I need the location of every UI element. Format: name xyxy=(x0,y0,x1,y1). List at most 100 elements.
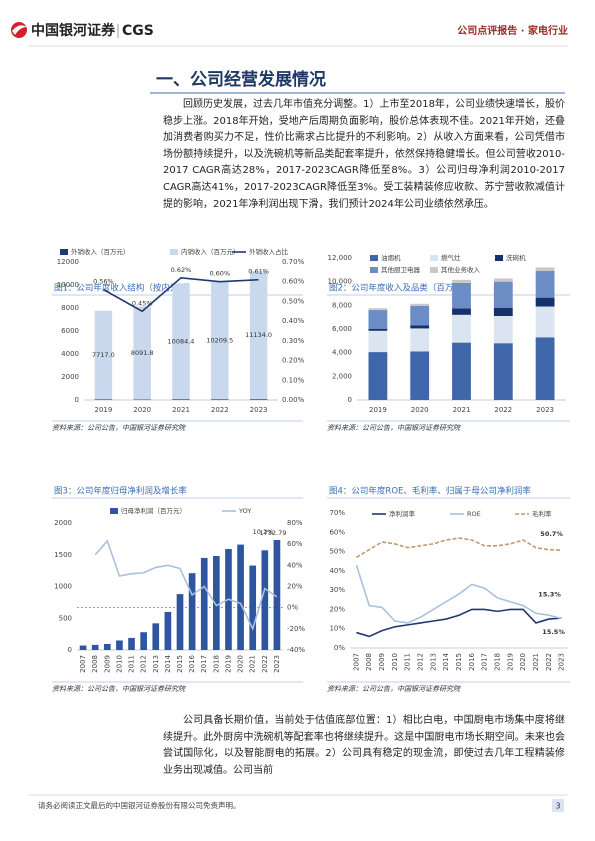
y2-tick-label: -40% xyxy=(287,646,305,654)
y-tick-label: 2,000 xyxy=(332,372,352,380)
legend-label: ROE xyxy=(467,510,481,518)
x-tick-label: 2021 xyxy=(249,655,257,673)
y-tick-label: 70% xyxy=(329,509,345,517)
legend-swatch xyxy=(110,508,118,514)
value-label: 10209.5 xyxy=(206,337,233,345)
bar xyxy=(410,351,430,400)
bar xyxy=(133,306,151,400)
bar xyxy=(237,544,244,650)
x-tick-label: 2012 xyxy=(140,655,148,673)
legend-swatch xyxy=(370,267,378,273)
legend-swatch xyxy=(60,249,68,255)
bar xyxy=(164,611,172,650)
x-tick-label: 2021 xyxy=(532,653,540,671)
x-tick-label: 2023 xyxy=(558,653,566,671)
value-label: 10.2% xyxy=(253,528,274,536)
series-line xyxy=(355,537,562,559)
x-tick-label: 2022 xyxy=(211,406,229,414)
x-tick-label: 2020 xyxy=(411,406,429,414)
series-line xyxy=(355,564,562,624)
value-label: 0.60% xyxy=(209,270,230,278)
legend-label: YOY xyxy=(238,507,251,515)
value-label: 15.3% xyxy=(538,590,561,598)
x-tick-label: 2022 xyxy=(261,655,269,673)
bar xyxy=(273,539,281,650)
x-tick-label: 2023 xyxy=(250,406,268,414)
y-tick-label: 0 xyxy=(68,646,72,654)
value-label: 8091.8 xyxy=(131,349,154,357)
source-note: 资料来源：公司公告，中国银河证券研究院 xyxy=(327,424,461,432)
bar xyxy=(200,557,208,650)
legend-label: 归母净利润（百万元） xyxy=(121,506,186,515)
bar xyxy=(211,281,229,400)
bar xyxy=(249,565,257,650)
figure-caption: 图4：公司年度ROE、毛利率、归属于母公司净利润率 xyxy=(329,486,531,497)
bar xyxy=(176,594,184,650)
value-label: 11134.0 xyxy=(245,331,272,339)
bar xyxy=(535,297,555,307)
x-tick-label: 2016 xyxy=(468,652,476,670)
legend-swatch xyxy=(370,255,378,261)
value-label: 1732.79 xyxy=(259,529,286,537)
bar xyxy=(535,337,555,400)
y-tick-label: 12000 xyxy=(57,258,79,266)
bar xyxy=(452,308,471,315)
y2-tick-label: 0% xyxy=(287,604,298,612)
paragraph: 回顾历史发展，过去几年市值充分调整。1）上市至2018年，公司业绩快速增长，股价… xyxy=(163,99,565,210)
bar xyxy=(103,643,111,650)
y-tick-label: 2000 xyxy=(54,519,72,527)
y-tick-label: 6,000 xyxy=(332,325,352,333)
bar xyxy=(140,632,147,650)
legend-label: 洗碗机 xyxy=(506,253,526,262)
x-tick-label: 2020 xyxy=(237,655,245,673)
bar xyxy=(493,307,513,316)
x-tick-label: 2017 xyxy=(481,653,489,671)
bar xyxy=(368,330,388,353)
x-tick-label: 2015 xyxy=(455,653,463,671)
y-tick-label: 4000 xyxy=(61,350,79,358)
y-tick-label: 1000 xyxy=(54,583,72,591)
x-tick-label: 2019 xyxy=(224,655,232,673)
x-tick-label: 2012 xyxy=(417,653,425,671)
y2-tick-label: 80% xyxy=(287,519,303,527)
legend-label: 内销收入（百万元） xyxy=(181,247,240,256)
y2-tick-label: 40% xyxy=(287,561,303,569)
bar xyxy=(249,399,268,400)
bar xyxy=(368,352,388,400)
bar xyxy=(249,271,268,400)
legend-label: 外销收入（百万元） xyxy=(71,247,130,256)
value-label: 0.56% xyxy=(93,278,114,286)
bar xyxy=(410,325,430,329)
bar xyxy=(79,645,87,650)
bar xyxy=(94,399,113,400)
y-tick-label: 10000 xyxy=(57,281,79,289)
x-tick-label: 2010 xyxy=(115,655,123,673)
y-tick-label: 30% xyxy=(329,586,345,594)
bar xyxy=(261,550,269,650)
bar xyxy=(535,267,555,272)
y2-tick-label: 0.40% xyxy=(282,317,305,325)
y2-tick-label: 60% xyxy=(287,540,303,548)
bar xyxy=(452,282,471,309)
y-tick-label: 500 xyxy=(59,614,72,622)
legend-swatch xyxy=(170,249,178,255)
x-tick-label: 2007 xyxy=(79,655,87,673)
x-tick-label: 2022 xyxy=(545,653,553,671)
x-tick-label: 2017 xyxy=(200,655,208,673)
bar xyxy=(368,308,388,311)
y2-tick-label: 0.10% xyxy=(282,376,305,384)
y-tick-label: 12,000 xyxy=(328,254,353,262)
x-tick-label: 2008 xyxy=(365,653,373,671)
x-tick-label: 2011 xyxy=(404,653,412,671)
page-number-box xyxy=(552,799,564,812)
y2-tick-label: 0.20% xyxy=(282,357,305,365)
x-tick-label: 2021 xyxy=(172,406,190,414)
x-tick-label: 2019 xyxy=(94,406,112,414)
bar xyxy=(410,303,430,306)
x-tick-label: 2014 xyxy=(442,652,450,670)
disclaimer: 请务必阅读正文最后的中国银河证券股份有限公司免责声明。 xyxy=(38,800,241,810)
figure-caption: 图2：公司年度收入及品类（百万元） xyxy=(329,283,470,294)
bar xyxy=(410,328,430,352)
bar xyxy=(94,310,113,400)
y-tick-label: 40% xyxy=(329,567,345,575)
